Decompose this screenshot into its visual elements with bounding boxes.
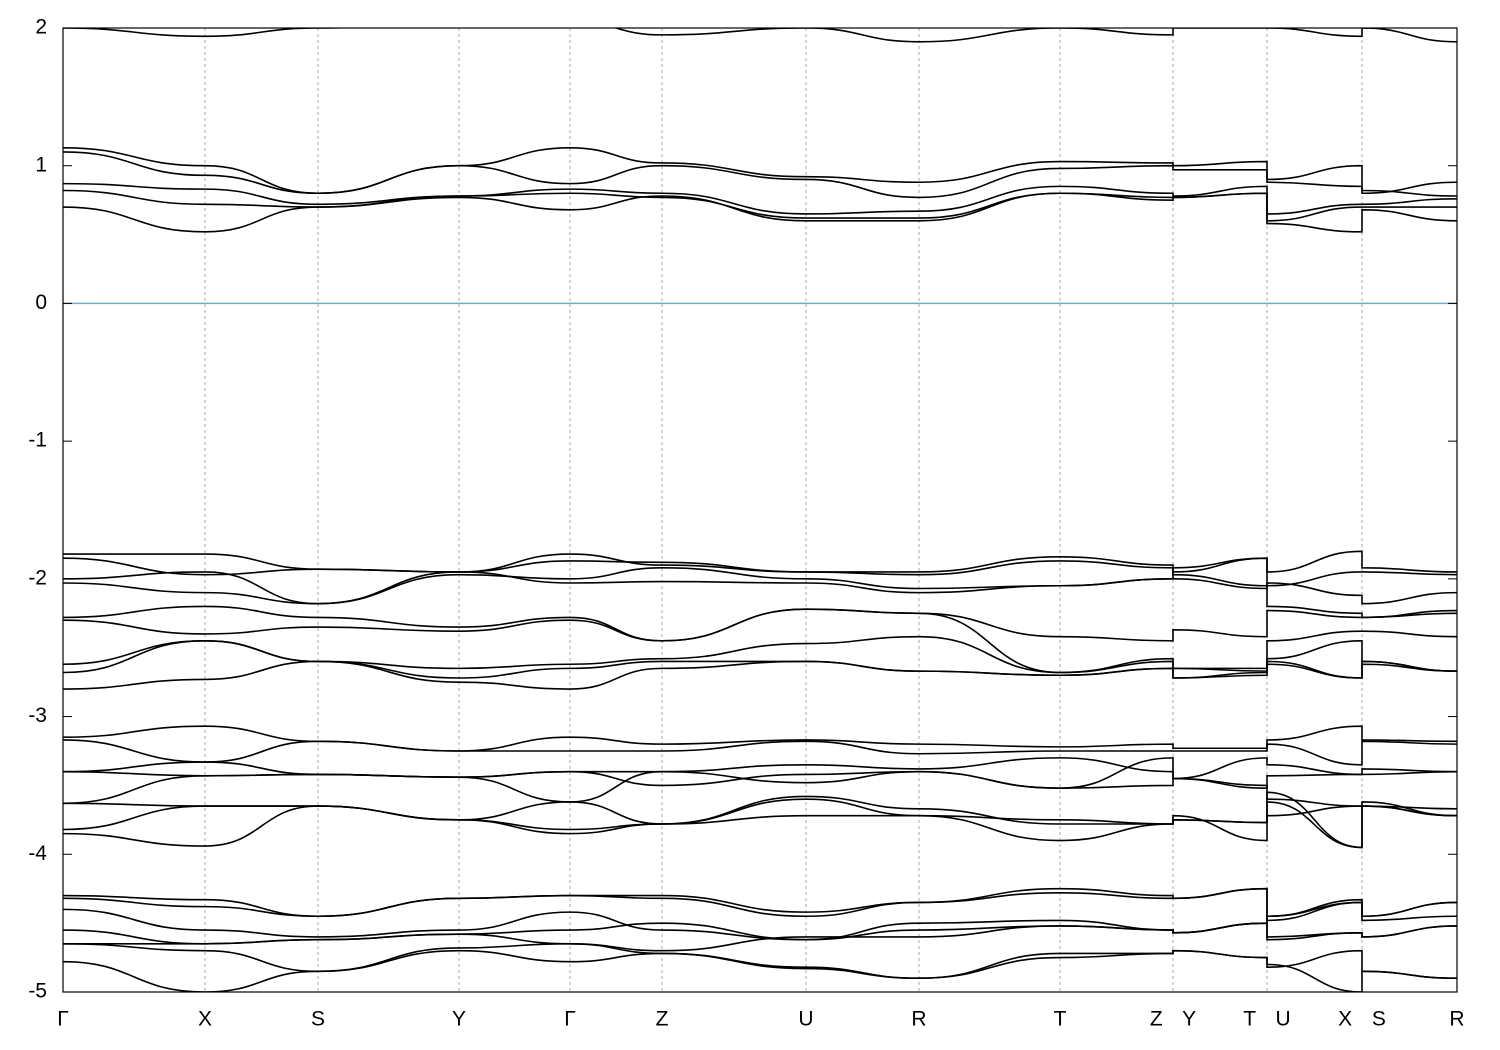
x-tick-label: Z Y — [1150, 1008, 1196, 1031]
x-tick-label: T — [1054, 1008, 1067, 1031]
band-line — [63, 605, 1457, 642]
band-line — [63, 887, 1457, 922]
band-line — [63, 887, 1457, 918]
band-line — [63, 550, 1457, 573]
y-tick-label: 1 — [35, 153, 47, 176]
y-tick-label: -4 — [28, 842, 47, 865]
band-line — [63, 151, 1457, 199]
band-line — [63, 922, 1457, 952]
y-tick-label: -5 — [28, 980, 47, 1003]
axes: -5 -4 -3 -2 -1 0 1 2 Γ X S Y Γ Z U R T Z Y T U X S R — [28, 16, 1464, 1031]
plot-area — [63, 28, 1457, 992]
band-line — [63, 791, 1457, 849]
x-tick-label: R — [1449, 1008, 1464, 1031]
plot-frame — [62, 27, 1458, 993]
x-tick-label: X — [198, 1008, 212, 1031]
band-line — [63, 660, 1457, 690]
y-tick-label: 0 — [35, 291, 47, 314]
x-tick-label: U — [798, 1008, 813, 1031]
x-tick-label: T U — [1243, 1008, 1290, 1031]
band-line — [63, 942, 1457, 980]
x-tick-label: Z — [656, 1008, 669, 1031]
band-line — [63, 949, 1457, 992]
band-line — [63, 798, 1457, 849]
band-line — [63, 557, 1457, 587]
y-tick-label: -3 — [28, 704, 47, 727]
grid — [62, 28, 1458, 992]
band-line — [63, 635, 1457, 674]
band-line — [63, 557, 1457, 619]
band-line — [63, 192, 1457, 233]
band-line — [63, 901, 1457, 941]
band-line — [63, 739, 1457, 766]
band-line — [63, 608, 1457, 674]
x-tick-label: S — [311, 1008, 325, 1031]
x-tick-label: Γ — [564, 1008, 576, 1031]
y-tick-label: 2 — [35, 16, 47, 39]
x-tick-label: Γ — [57, 1008, 69, 1031]
y-tick-label: -1 — [28, 429, 47, 452]
band-line — [63, 28, 1457, 43]
x-tick-label: X S — [1338, 1008, 1386, 1031]
x-tick-label: Y — [452, 1008, 466, 1031]
x-tick-label: R — [911, 1008, 926, 1031]
y-tick-label: -2 — [28, 566, 47, 589]
